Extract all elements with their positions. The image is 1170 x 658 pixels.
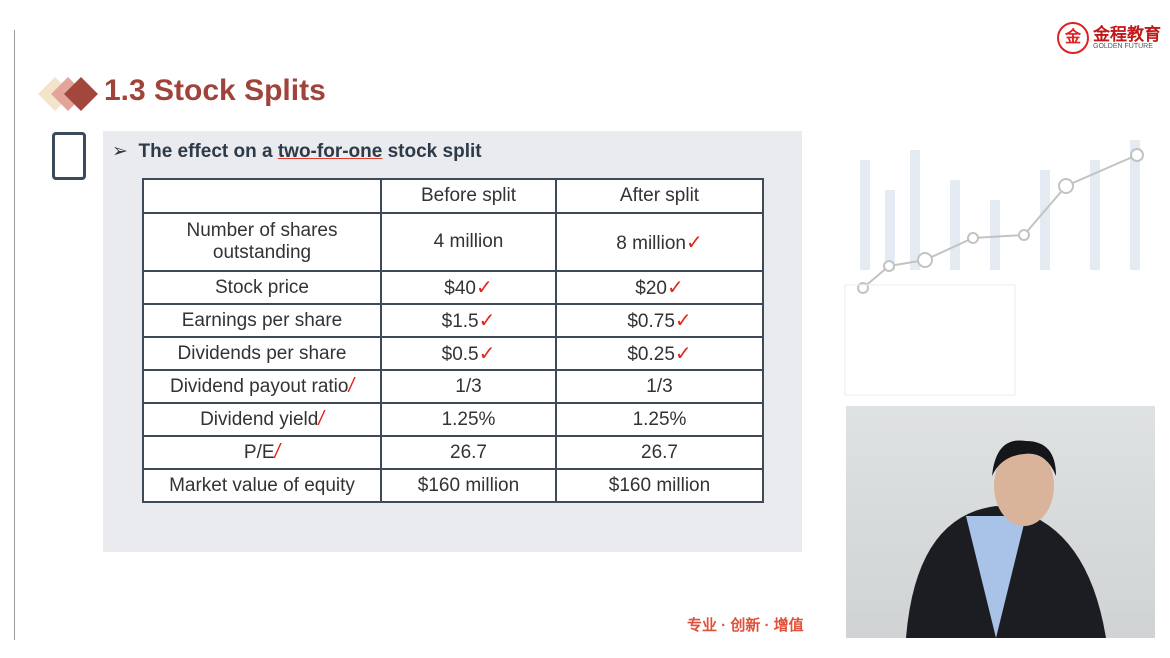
table-cell: 26.7 bbox=[380, 435, 557, 470]
table-row: Stock price $40✓ $20✓ bbox=[142, 270, 764, 305]
check-mark-annotation: / bbox=[274, 441, 281, 463]
table-cell: Number of shares outstanding bbox=[142, 212, 382, 272]
table-cell: 1.25% bbox=[555, 402, 764, 437]
table-cell: Stock price bbox=[142, 270, 382, 305]
calculator-icon bbox=[52, 132, 86, 180]
arrow-bullet-icon: ➢ bbox=[112, 141, 128, 162]
instructor-video bbox=[846, 406, 1155, 638]
table-cell: Earnings per share bbox=[142, 303, 382, 338]
table-row: Earnings per share $1.5✓ $0.75✓ bbox=[142, 303, 764, 338]
table-cell: $0.5✓ bbox=[380, 336, 557, 371]
check-mark-annotation: ✓ bbox=[478, 343, 496, 365]
table-cell: 26.7 bbox=[555, 435, 764, 470]
table-cell: 4 million bbox=[380, 212, 557, 272]
table-row: P/E/26.7 26.7 bbox=[142, 435, 764, 470]
table-cell: Dividends per share bbox=[142, 336, 382, 371]
table-cell: Dividend payout ratio/ bbox=[142, 369, 382, 404]
table-row: Dividend payout ratio/1/3 1/3 bbox=[142, 369, 764, 404]
table-header-row: Before split After split bbox=[142, 178, 764, 214]
table-cell: $160 million bbox=[555, 468, 764, 503]
table-cell: Market value of equity bbox=[142, 468, 382, 503]
table-cell: $160 million bbox=[380, 468, 557, 503]
table-row: Market value of equity $160 million $160 m… bbox=[142, 468, 764, 503]
background-chart-decoration bbox=[844, 140, 1144, 396]
slide-border bbox=[14, 30, 15, 640]
check-mark-annotation: ✓ bbox=[666, 277, 684, 299]
table-cell: 1/3 bbox=[555, 369, 764, 404]
table-cell: After split bbox=[555, 178, 764, 214]
table-cell: Dividend yield/ bbox=[142, 402, 382, 437]
table-row: Dividend yield/1.25% 1.25% bbox=[142, 402, 764, 437]
check-mark-annotation: ✓ bbox=[475, 277, 493, 299]
table-row: Number of shares outstanding 4 million 8 m… bbox=[142, 212, 764, 272]
check-mark-annotation: ✓ bbox=[674, 310, 692, 332]
check-mark-annotation: / bbox=[348, 375, 355, 397]
table-cell: 8 million✓ bbox=[555, 212, 764, 272]
table-cell: $40✓ bbox=[380, 270, 557, 305]
table-cell: P/E/ bbox=[142, 435, 382, 470]
table-cell: Before split bbox=[380, 178, 557, 214]
table-cell: $1.5✓ bbox=[380, 303, 557, 338]
table-cell: 1.25% bbox=[380, 402, 557, 437]
bullet-point: ➢ The effect on a two-for-one stock spli… bbox=[112, 141, 482, 162]
table-cell: $0.75✓ bbox=[555, 303, 764, 338]
stock-split-table: Before split After split Number of share… bbox=[142, 178, 764, 503]
slide-title: 1.3 Stock Splits bbox=[104, 74, 326, 107]
check-mark-annotation: / bbox=[318, 408, 324, 430]
check-mark-annotation: ✓ bbox=[685, 231, 703, 254]
golden-future-logo: 金 金程教育 GOLDEN FUTURE bbox=[1057, 22, 1161, 54]
table-cell: $0.25✓ bbox=[555, 336, 764, 371]
table-cell bbox=[142, 178, 382, 214]
table-cell: $20✓ bbox=[555, 270, 764, 305]
table-cell: 1/3 bbox=[380, 369, 557, 404]
logo-seal-icon: 金 bbox=[1057, 22, 1089, 54]
check-mark-annotation: ✓ bbox=[478, 310, 496, 332]
footer-slogan: 专业 · 创新 · 增值 bbox=[687, 617, 804, 634]
check-mark-annotation: ✓ bbox=[674, 343, 692, 365]
table-row: Dividends per share $0.5✓ $0.25✓ bbox=[142, 336, 764, 371]
